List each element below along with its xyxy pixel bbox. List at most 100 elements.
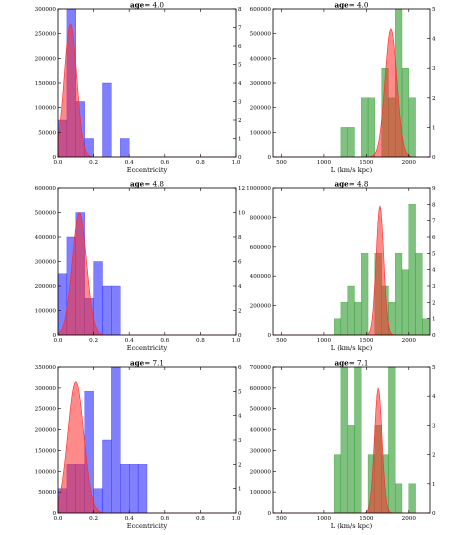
- hist-bar: [395, 483, 403, 514]
- y2-tick-label: 5: [238, 63, 242, 69]
- hist-bar: [408, 204, 416, 336]
- y2-tick-label: 1: [432, 482, 436, 488]
- y2-tick-label: 0: [432, 333, 436, 339]
- hist-bar: [102, 285, 112, 336]
- y2-tick-label: 2: [238, 462, 242, 468]
- x-tick-label: 0.8: [196, 516, 205, 522]
- y2-tick-label: 5: [432, 251, 436, 257]
- y2-tick-label: 0: [432, 511, 436, 517]
- x-tick-label: 0.4: [125, 160, 134, 166]
- y2-tick-label: 3: [238, 100, 242, 106]
- y-tick-label: 0: [52, 511, 56, 517]
- hist-bar: [347, 127, 355, 158]
- plot-frame: [272, 366, 431, 514]
- hist-bar: [415, 253, 423, 336]
- hist-bar: [340, 366, 348, 514]
- title-value: = 7.1: [144, 359, 164, 368]
- y-tick-label: 300000: [35, 260, 57, 266]
- y-tick-label: 350000: [35, 365, 57, 371]
- y-tick-label: 250000: [35, 407, 57, 413]
- y-tick-label: 400000: [250, 56, 272, 62]
- y2-tick-label: 1: [432, 125, 436, 131]
- y2-tick-label: 0: [432, 155, 436, 161]
- y2-tick-label: 1: [238, 137, 242, 143]
- panel-ecc-7.1: 0.0 0.2 0.4 0.6 0.8 1.00500001000001500002000…: [35, 359, 242, 531]
- panel-title: age= 4.0: [334, 1, 368, 10]
- x-tick-label: 1.0: [232, 160, 241, 166]
- hist-bar: [120, 138, 130, 158]
- x-tick-label: 500: [276, 516, 287, 522]
- hist-bar: [129, 464, 139, 514]
- y2-tick-label: 0: [238, 333, 242, 339]
- x-axis-label: L (km/s kpc): [331, 522, 373, 530]
- y-tick-label: 600000: [250, 7, 272, 13]
- y-tick-label: 50000: [38, 130, 56, 136]
- panel-ecc-4.0: 0.0 0.2 0.4 0.6 0.8 1.00500001000001500002000…: [35, 1, 242, 175]
- y-tick-label: 800000: [250, 215, 272, 221]
- hist-bar: [367, 97, 375, 158]
- y2-tick-label: 7: [238, 26, 242, 32]
- y2-tick-label: 5: [432, 365, 436, 371]
- x-axis-label: Eccentricity: [127, 522, 168, 530]
- y2-tick-label: 2: [238, 309, 242, 315]
- y-tick-label: 100000: [35, 469, 57, 475]
- y2-tick-label: 5: [238, 389, 242, 395]
- hist-bar: [408, 483, 416, 514]
- y-tick-label: 100000: [35, 106, 57, 112]
- y-tick-label: 0: [267, 511, 271, 517]
- hist-bar: [347, 285, 355, 336]
- hist-bar: [395, 253, 403, 336]
- y-tick-label: 600000: [250, 245, 272, 251]
- y2-tick-label: 10: [238, 211, 246, 217]
- panel-title: age= 4.0: [130, 1, 164, 10]
- y-tick-label: 200000: [250, 106, 272, 112]
- x-tick-label: 0.6: [160, 338, 169, 344]
- y2-tick-label: 4: [238, 81, 242, 87]
- y-tick-label: 150000: [35, 81, 57, 87]
- y-tick-label: 200000: [35, 56, 57, 62]
- x-axis-label: Eccentricity: [127, 344, 168, 352]
- x-tick-label: 0.2: [89, 516, 98, 522]
- y2-tick-label: 3: [432, 284, 436, 290]
- x-tick-label: 0.2: [89, 160, 98, 166]
- y2-tick-label: 5: [432, 7, 436, 13]
- y2-tick-label: 4: [238, 284, 242, 290]
- y-tick-label: 500000: [250, 32, 272, 38]
- y-tick-label: 300000: [250, 448, 272, 454]
- y2-tick-label: 4: [238, 414, 242, 420]
- title-prefix: age: [130, 180, 145, 189]
- title-value: = 7.1: [349, 359, 369, 368]
- title-value: = 4.0: [144, 1, 164, 10]
- y-tick-label: 500000: [250, 407, 272, 413]
- y-tick-label: 700000: [250, 365, 272, 371]
- panel-L-7.1: 500 1000 1500 2000 0 100000 200000 300000 400000…: [250, 359, 436, 531]
- y-tick-label: 300000: [250, 81, 272, 87]
- x-tick-label: 1.0: [232, 338, 241, 344]
- y2-tick-label: 3: [432, 423, 436, 429]
- hist-bar: [347, 425, 355, 514]
- y2-tick-label: 4: [432, 394, 436, 400]
- hist-bar: [354, 366, 362, 514]
- y-tick-label: 0: [267, 155, 271, 161]
- hist-bar: [102, 82, 112, 158]
- hist-bar: [137, 464, 148, 514]
- hist-bar: [111, 366, 121, 514]
- y2-tick-label: 0: [238, 511, 242, 517]
- x-tick-label: 1000: [317, 516, 332, 522]
- x-tick-label: 0.0: [54, 338, 63, 344]
- x-tick-label: 1.0: [232, 516, 241, 522]
- hist-bar: [354, 302, 362, 336]
- y-tick-label: 300000: [35, 7, 57, 13]
- x-tick-label: 1000: [317, 160, 332, 166]
- y-tick-label: 600000: [250, 386, 272, 392]
- y-tick-label: 100000: [250, 490, 272, 496]
- title-prefix: age: [130, 359, 145, 368]
- panel-title: age= 7.1: [130, 359, 164, 368]
- y2-tick-label: 4: [432, 268, 436, 274]
- hist-bar: [102, 439, 112, 514]
- y-tick-label: 0: [52, 155, 56, 161]
- y-tick-label: 100000: [250, 130, 272, 136]
- x-tick-label: 0.8: [196, 338, 205, 344]
- y2-tick-label: 6: [238, 260, 242, 266]
- y-tick-label: 100000: [35, 309, 57, 315]
